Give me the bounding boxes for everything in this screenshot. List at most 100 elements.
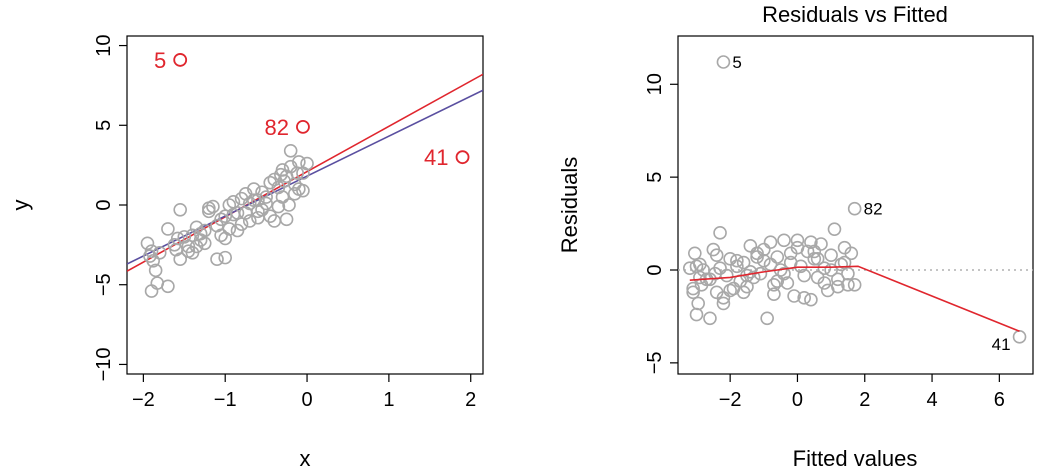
- y-axis-ticks: −5 0 5 10: [644, 73, 678, 374]
- data-point: [226, 195, 241, 209]
- residual-point: [767, 287, 781, 301]
- residual-point: [807, 252, 822, 266]
- residual-point: [804, 235, 818, 249]
- residual-point: [743, 239, 758, 253]
- fit-line-without-outliers: [127, 89, 483, 265]
- x-axis-ticks: −2 −1 0 1 2: [132, 374, 476, 411]
- residual-point: [824, 248, 838, 262]
- outlier-label: 41: [424, 145, 448, 170]
- x-axis-title: x: [300, 446, 311, 471]
- x-tick-label: 2: [465, 389, 476, 411]
- data-point: [287, 187, 302, 201]
- data-point: [143, 249, 157, 263]
- data-point: [259, 196, 273, 211]
- residual-point: [723, 252, 737, 266]
- scatter-points: [140, 143, 314, 298]
- data-point: [218, 231, 233, 246]
- data-point: [148, 263, 163, 278]
- residual-point: [716, 296, 731, 311]
- x-tick-label: −2: [719, 389, 742, 411]
- residual-point: [797, 291, 811, 305]
- outlier-point: [173, 53, 188, 67]
- residual-point: [767, 278, 781, 292]
- labeled-residual-point: [847, 201, 862, 216]
- data-point: [167, 238, 182, 252]
- data-point: [283, 143, 298, 158]
- residual-point: [824, 263, 838, 277]
- data-point: [214, 212, 228, 227]
- x-axis-title: Fitted values: [793, 446, 918, 471]
- residual-point: [844, 246, 859, 261]
- data-point: [161, 222, 175, 236]
- residual-point: [797, 268, 811, 283]
- y-axis-ticks: −10 −5 0 5 10: [93, 34, 127, 381]
- residual-label: 5: [732, 53, 741, 72]
- residual-point: [794, 259, 808, 274]
- data-point: [242, 214, 257, 228]
- data-point: [197, 236, 212, 251]
- residual-point: [713, 226, 727, 240]
- plot-frame-left: [126, 35, 484, 375]
- data-point: [214, 228, 228, 243]
- residual-point: [750, 246, 764, 261]
- residual-point: [770, 274, 785, 288]
- data-point: [230, 223, 245, 238]
- residual-point: [810, 252, 825, 266]
- outlier-label: 82: [264, 115, 288, 140]
- data-point: [274, 167, 288, 182]
- x-tick-label: 0: [792, 389, 803, 411]
- x-tick-label: −1: [214, 389, 237, 411]
- y-axis-title: Residuals: [557, 157, 582, 254]
- residual-point: [787, 289, 801, 303]
- data-point: [259, 190, 273, 204]
- residual-point: [703, 311, 717, 326]
- data-point: [277, 174, 291, 188]
- residual-point: [723, 283, 737, 298]
- outlier-point: [455, 150, 470, 165]
- y-tick-label: −5: [644, 351, 666, 374]
- data-point: [189, 239, 204, 254]
- residual-point: [757, 253, 771, 268]
- data-point: [210, 252, 224, 267]
- residual-point: [736, 285, 751, 300]
- residual-point: [770, 250, 785, 264]
- residual-point: [686, 285, 700, 300]
- data-point: [300, 156, 314, 171]
- y-tick-label: 5: [644, 172, 666, 183]
- residual-point: [691, 296, 705, 311]
- y-tick-label: −5: [93, 273, 115, 296]
- residual-point: [777, 266, 791, 281]
- residual-point: [804, 292, 818, 307]
- x-tick-label: 6: [994, 389, 1005, 411]
- residual-point: [686, 281, 700, 296]
- residual-point: [777, 233, 791, 248]
- outlier-point: [296, 119, 310, 134]
- residual-point: [831, 272, 845, 287]
- residual-point: [688, 246, 702, 261]
- residual-point: [807, 244, 822, 259]
- fit-line-all: [127, 73, 483, 272]
- residual-label: 82: [864, 200, 883, 219]
- y-tick-label: 10: [644, 73, 666, 95]
- residual-point: [730, 259, 744, 274]
- data-point: [202, 201, 216, 215]
- data-point: [173, 252, 187, 267]
- residual-point: [696, 263, 711, 277]
- data-point: [279, 212, 294, 227]
- data-point: [290, 166, 305, 180]
- data-point: [140, 236, 155, 251]
- smoother-curve: [689, 265, 1020, 333]
- y-tick-label: 10: [93, 34, 115, 56]
- y-tick-label: 5: [93, 120, 115, 131]
- residual-point: [817, 276, 832, 290]
- residual-label: 41: [992, 335, 1011, 354]
- residual-point: [780, 276, 795, 290]
- data-point: [152, 246, 167, 260]
- y-tick-label: 0: [644, 264, 666, 275]
- data-point: [161, 279, 175, 294]
- data-point: [251, 204, 265, 219]
- residual-points: [682, 222, 862, 326]
- residual-point: [847, 278, 862, 292]
